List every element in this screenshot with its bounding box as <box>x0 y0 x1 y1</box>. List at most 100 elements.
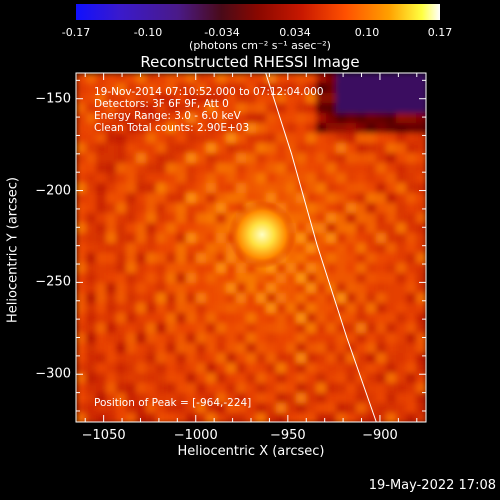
heatmap-cell <box>316 153 327 164</box>
heatmap-cell <box>376 413 387 422</box>
heatmap-cell <box>406 213 417 224</box>
colorbar <box>76 4 440 20</box>
heatmap-cell <box>236 263 247 274</box>
heatmap-cell <box>126 223 137 234</box>
heatmap-cell <box>236 183 247 194</box>
heatmap-cell <box>346 353 357 364</box>
heatmap-cell <box>356 353 367 364</box>
heatmap-cell <box>226 203 237 214</box>
heatmap-cell <box>76 153 87 164</box>
heatmap-cell <box>106 373 117 384</box>
heatmap-cell <box>146 153 157 164</box>
heatmap-cell <box>136 133 147 144</box>
heatmap-cell <box>206 393 217 404</box>
heatmap-cell <box>416 143 426 154</box>
heatmap-cell <box>416 253 426 264</box>
heatmap-cell <box>266 133 277 144</box>
heatmap-cell <box>336 103 347 114</box>
heatmap-cell <box>296 83 307 94</box>
heatmap-cell <box>116 153 127 164</box>
energy-range-text: Energy Range: 3.0 - 6.0 keV <box>94 110 241 122</box>
heatmap-cell <box>196 373 207 384</box>
heatmap-cell <box>126 313 137 324</box>
heatmap-cell <box>126 393 137 404</box>
heatmap-cell <box>296 333 307 344</box>
heatmap-cell <box>266 173 277 184</box>
heatmap-cell <box>286 113 297 124</box>
heatmap-cell <box>86 253 97 264</box>
heatmap-cell <box>166 183 177 194</box>
heatmap-cell <box>176 293 187 304</box>
heatmap-cell <box>176 313 187 324</box>
heatmap-cell <box>336 223 347 234</box>
heatmap-cell <box>376 333 387 344</box>
heatmap-cell <box>126 283 137 294</box>
heatmap-cell <box>286 133 297 144</box>
heatmap-cell <box>156 133 167 144</box>
heatmap-cell <box>146 343 157 354</box>
heatmap-cell <box>376 303 387 314</box>
heatmap-cell <box>216 363 227 374</box>
heatmap-cell <box>236 143 247 154</box>
heatmap-cell <box>316 403 327 414</box>
heatmap-cell <box>316 133 327 144</box>
heatmap-cell <box>366 263 377 274</box>
heatmap-cell <box>106 253 117 264</box>
heatmap-cell <box>76 343 87 354</box>
heatmap-cell <box>286 263 297 274</box>
heatmap-cell <box>246 153 257 164</box>
heatmap-cell <box>166 393 177 404</box>
heatmap-cell <box>276 183 287 194</box>
heatmap-cell <box>146 93 157 104</box>
heatmap-cell <box>206 163 217 174</box>
heatmap-cell <box>146 213 157 224</box>
heatmap-cell <box>276 413 287 422</box>
heatmap-cell <box>116 253 127 264</box>
heatmap-cell <box>136 293 147 304</box>
heatmap-cell <box>166 283 177 294</box>
heatmap-cell <box>126 113 137 124</box>
heatmap-cell <box>146 113 157 124</box>
heatmap-cell <box>366 133 377 144</box>
heatmap-cell <box>136 373 147 384</box>
heatmap-cell <box>246 373 257 384</box>
heatmap-cells <box>76 73 426 422</box>
heatmap-cell <box>356 273 367 284</box>
heatmap-cell <box>256 183 267 194</box>
heatmap-cell <box>416 293 426 304</box>
heatmap-cell <box>146 403 157 414</box>
heatmap-cell <box>386 403 397 414</box>
heatmap-cell <box>196 183 207 194</box>
heatmap-cell <box>226 93 237 104</box>
heatmap-cell <box>356 303 367 314</box>
heatmap-cell <box>366 303 377 314</box>
heatmap-cell <box>106 413 117 422</box>
heatmap-cell <box>256 113 267 124</box>
heatmap-cell <box>336 263 347 274</box>
heatmap-cell <box>416 403 426 414</box>
heatmap-cell <box>326 143 337 154</box>
heatmap-cell <box>166 263 177 274</box>
heatmap-cell <box>346 313 357 324</box>
heatmap-cell <box>126 233 137 244</box>
heatmap-cell <box>406 323 417 334</box>
heatmap-cell <box>86 73 97 84</box>
heatmap-cell <box>366 153 377 164</box>
heatmap-cell <box>316 103 327 114</box>
heatmap-cell <box>126 293 137 304</box>
heatmap-cell <box>236 333 247 344</box>
heatmap-cell <box>116 373 127 384</box>
heatmap-cell <box>296 123 307 134</box>
heatmap-cell <box>376 83 387 94</box>
heatmap-cell <box>116 303 127 314</box>
heatmap-cell <box>116 293 127 304</box>
heatmap-cell <box>86 323 97 334</box>
heatmap-cell <box>406 83 417 94</box>
heatmap-cell <box>386 413 397 422</box>
x-tick-label: −900 <box>362 428 398 443</box>
heatmap-cell <box>166 403 177 414</box>
heatmap-cell <box>376 143 387 154</box>
heatmap-cell <box>236 153 247 164</box>
heatmap-cell <box>76 163 87 174</box>
heatmap-cell <box>126 353 137 364</box>
